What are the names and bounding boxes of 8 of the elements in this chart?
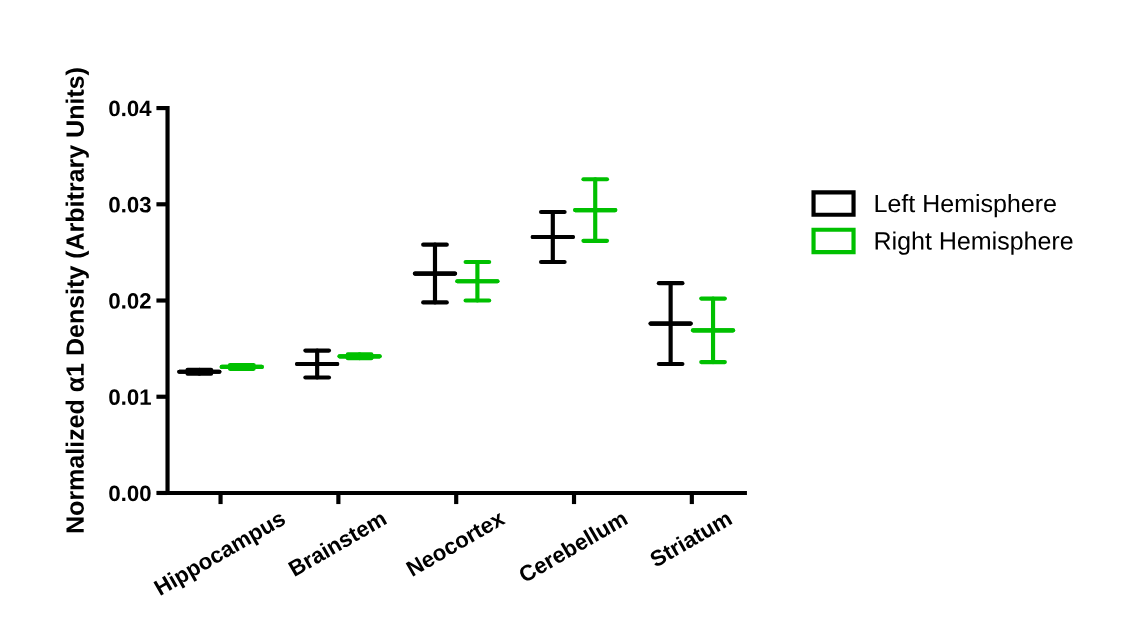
y-tick-label: 0.04 — [109, 100, 152, 117]
y-tick-label: 0.01 — [109, 389, 151, 406]
y-tick-label: 0.03 — [109, 196, 151, 213]
y-tick-label: 0.02 — [109, 293, 151, 309]
y-axis-title: Normalized α1 Density (Arbitrary Units) — [65, 68, 89, 533]
legend-label: Left Hemisphere — [875, 193, 1056, 218]
legend-label: Right Hemisphere — [875, 231, 1073, 255]
y-tick-label: 0.00 — [109, 485, 151, 502]
